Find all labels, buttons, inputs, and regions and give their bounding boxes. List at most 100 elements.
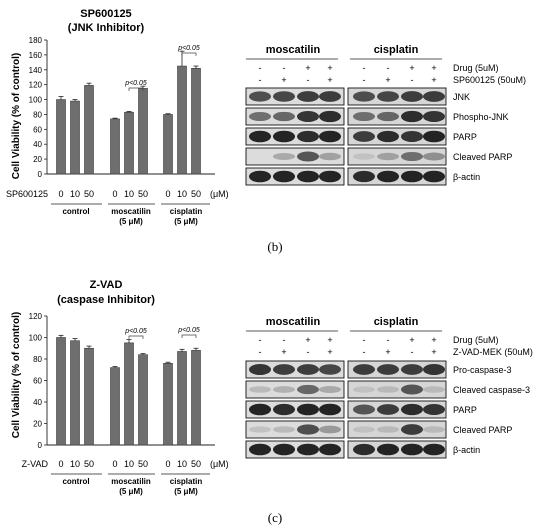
blot-b-header-moscatilin: moscatilin — [266, 44, 321, 56]
blot-band — [423, 363, 445, 376]
blot-band — [353, 131, 375, 142]
sign-row2: - — [307, 75, 310, 85]
blot-band-label: PARP — [453, 132, 477, 142]
blot-band — [273, 152, 295, 161]
chart-b-title-line1: SP600125 — [80, 8, 131, 20]
bar — [56, 99, 66, 175]
panel-c-western-blot: moscatilin cisplatin - - + + - - + + - + - + - + - + Dr… — [245, 316, 533, 459]
blot-band — [377, 91, 399, 102]
chart-c-ylabel: Cell Viability (% of control) — [11, 312, 22, 439]
sig-label: p<0.05 — [177, 45, 200, 52]
chart-c-yaxis-ticks: 0 20 40 60 80 100 120 — [29, 312, 47, 450]
blot-band — [353, 443, 375, 456]
dose-label: 10 — [70, 459, 80, 469]
bar — [70, 340, 80, 446]
chart-c-group-label-control: control — [62, 477, 89, 486]
blot-band — [401, 130, 423, 143]
blot-band — [297, 110, 319, 123]
blot-band-label: PARP — [453, 405, 477, 415]
blot-band-label: Phospho-JNK — [453, 112, 509, 122]
sign-row1: + — [305, 63, 310, 73]
dose-label: 50 — [138, 459, 148, 469]
chart-c-group-label-cisplatin-dose: (5 μM) — [174, 487, 198, 496]
blot-b-row2-label: SP600125 (50uM) — [453, 75, 526, 85]
panel-b-chart: SP600125 (JNK Inhibitor) Cell Viability … — [6, 8, 229, 226]
blot-band — [273, 403, 295, 416]
sign-row1: - — [259, 63, 262, 73]
chart-c-group-label-moscatilin-dose: (5 μM) — [119, 487, 143, 496]
ytick-label: 20 — [33, 155, 42, 164]
blot-band — [401, 91, 423, 102]
dose-label: 0 — [58, 189, 63, 199]
chart-c-group-label-cisplatin: cisplatin — [170, 477, 203, 486]
blot-band — [423, 170, 445, 183]
blot-c-signs: - - + + - - + + - + - + - + - + — [259, 335, 437, 357]
bar — [163, 362, 173, 446]
bar — [124, 111, 134, 175]
blot-band — [297, 403, 319, 416]
sign-row1: + — [305, 335, 310, 345]
sign-row1: + — [327, 63, 332, 73]
sig-label: p<0.05 — [177, 327, 200, 334]
sig-label: p<0.05 — [124, 80, 147, 87]
blot-band — [297, 443, 319, 456]
blot-band — [249, 91, 271, 102]
bar — [191, 67, 201, 175]
blot-band — [297, 424, 319, 435]
chart-b-group-label-moscatilin-dose: (5 μM) — [119, 217, 143, 226]
dose-label: 10 — [177, 459, 187, 469]
blot-band — [401, 364, 423, 375]
ytick-label: 120 — [29, 81, 43, 90]
panel-c-chart: Z-VAD (caspase Inhibitor) Cell Viability… — [11, 279, 229, 496]
blot-band — [423, 403, 445, 416]
blot-band — [353, 386, 375, 393]
blot-b-header-cisplatin: cisplatin — [374, 44, 419, 56]
blot-band — [273, 170, 295, 183]
blot-band — [319, 403, 341, 416]
sign-row2: + — [431, 347, 436, 357]
sign-row2: - — [259, 347, 262, 357]
ytick-label: 100 — [29, 96, 43, 105]
sign-row1: - — [363, 63, 366, 73]
chart-c-group-label-moscatilin: moscatilin — [111, 477, 151, 486]
dose-label: 10 — [70, 189, 80, 199]
blot-band — [353, 170, 375, 183]
blot-band — [377, 152, 399, 161]
bar — [163, 114, 173, 175]
ytick-label: 100 — [29, 334, 43, 343]
blot-band — [319, 443, 341, 456]
dose-label: 10 — [177, 189, 187, 199]
blot-band — [401, 384, 423, 395]
dose-label: 10 — [124, 189, 134, 199]
blot-band — [273, 91, 295, 102]
chart-b-ylabel: Cell Viability (% of control) — [11, 53, 22, 180]
blot-band — [377, 170, 399, 183]
blot-band-label: Cleaved caspase-3 — [453, 385, 530, 395]
ytick-label: 60 — [33, 125, 42, 134]
sign-row2: + — [327, 347, 332, 357]
bar — [56, 337, 66, 446]
panel-b-western-blot: moscatilin cisplatin - - + + - - + + - + - + - + - + Dr… — [245, 44, 526, 186]
blot-band — [249, 386, 271, 393]
blot-b-strips: JNK Phospho-JNK PARP Cleaved PARP β-actin — [245, 87, 512, 186]
ytick-label: 140 — [29, 66, 43, 75]
chart-b-group-label-cisplatin-dose: (5 μM) — [174, 217, 198, 226]
bar — [177, 65, 187, 175]
blot-band — [319, 130, 341, 143]
blot-c-header-moscatilin: moscatilin — [266, 316, 321, 328]
sign-row1: + — [327, 335, 332, 345]
blot-band — [249, 111, 271, 122]
blot-band — [377, 404, 399, 415]
sign-row2: - — [259, 75, 262, 85]
bar — [110, 118, 120, 175]
blot-c-row1-label: Drug (5uM) — [453, 335, 499, 345]
chart-b-treatment-label: SP600125 — [6, 189, 48, 199]
blot-band — [353, 404, 375, 415]
blot-band — [423, 130, 445, 143]
blot-b-signs: - - + + - - + + - + - + - + - + — [259, 63, 437, 85]
dose-label: 50 — [191, 189, 201, 199]
chart-b-sig-brackets: p<0.05 p<0.05 — [124, 45, 200, 91]
blot-band — [377, 111, 399, 122]
blot-band — [401, 424, 423, 435]
blot-band — [319, 170, 341, 183]
